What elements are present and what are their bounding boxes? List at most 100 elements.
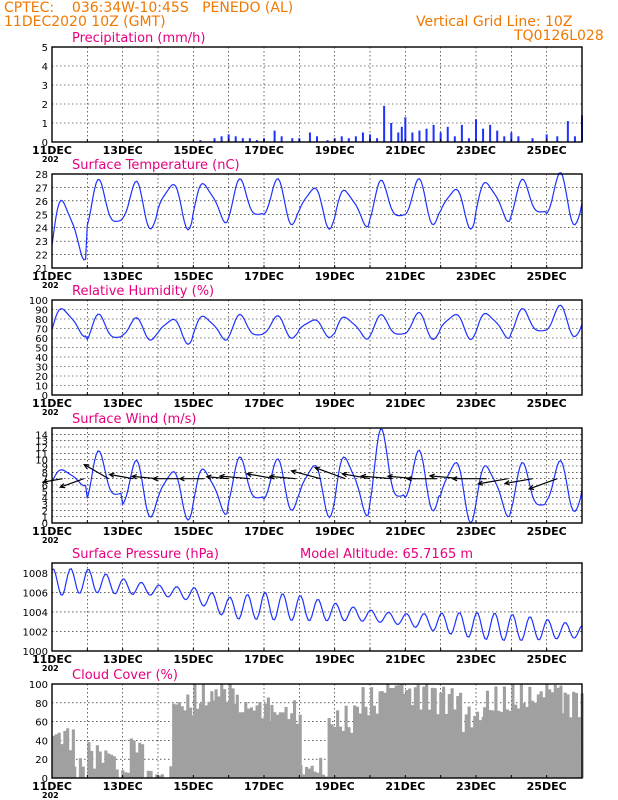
- panel-6: [51, 683, 584, 779]
- cloud-bar: [476, 711, 480, 778]
- cloud-bar: [149, 771, 153, 778]
- x-tick-label: 23DEC: [456, 525, 496, 538]
- x-tick-label: 17DEC: [244, 525, 284, 538]
- y-tick-label: 11: [35, 449, 48, 460]
- cloud-bar: [258, 701, 262, 778]
- x-tick-label: 15DEC: [173, 144, 213, 157]
- cloud-bar: [566, 694, 570, 778]
- cloud-bar: [519, 684, 523, 778]
- x-tick-label: 17DEC: [244, 780, 284, 793]
- cloud-bar: [439, 692, 443, 778]
- x-year-label: 202: [42, 536, 59, 545]
- cloud-bar: [464, 714, 468, 778]
- cloud-bar: [394, 685, 398, 778]
- cloud-bar: [505, 709, 509, 778]
- cloud-bar: [321, 774, 326, 778]
- cloud-bar: [488, 710, 492, 778]
- panel-2: [51, 171, 583, 269]
- cloud-bar: [500, 711, 504, 778]
- precip-bar: [220, 136, 223, 142]
- cloud-bar: [459, 692, 463, 778]
- cloud-bar: [247, 708, 251, 778]
- cloud-bar: [313, 771, 317, 778]
- cloud-bar: [497, 710, 501, 778]
- wind-arrow: [219, 475, 250, 480]
- cloud-bar: [383, 692, 387, 778]
- wind-arrow-head: [151, 475, 158, 482]
- y-tick-label: 6: [42, 481, 48, 492]
- x-tick-label: 11DEC: [32, 525, 72, 538]
- cloud-bar: [353, 705, 357, 778]
- cloud-bar: [533, 702, 538, 778]
- wind-arrow-head: [245, 471, 252, 478]
- y-tick-label: 100: [29, 680, 48, 691]
- wind-arrow-head: [130, 474, 138, 480]
- cloud-bar: [207, 701, 211, 778]
- cloud-bar: [109, 754, 114, 778]
- wind-arrow: [528, 478, 558, 490]
- cloud-bar: [174, 704, 179, 778]
- cloud-bar: [115, 769, 119, 778]
- wind-arrow: [504, 478, 533, 485]
- x-tick-label: 21DEC: [385, 144, 425, 157]
- cloud-bar: [292, 700, 297, 778]
- cloud-bar: [416, 684, 420, 778]
- cloud-bar: [235, 694, 239, 778]
- precip-bar: [432, 124, 435, 142]
- cloud-bar: [531, 700, 535, 778]
- cloud-bar: [408, 688, 412, 778]
- wind-arrow: [42, 478, 63, 483]
- cloud-bar: [467, 706, 471, 778]
- cloud-bar: [485, 690, 490, 778]
- cloud-bar: [183, 710, 187, 778]
- cloud-bar: [422, 686, 426, 778]
- x-tick-label: 17DEC: [244, 397, 284, 410]
- precip-bar: [308, 132, 311, 142]
- cloud-bar: [261, 718, 265, 778]
- cloud-bar: [141, 744, 145, 778]
- cloud-bar: [138, 742, 142, 778]
- precip-bar: [234, 136, 237, 142]
- x-tick-label: 11DEC: [32, 653, 72, 666]
- y-tick-label: 50: [35, 344, 48, 355]
- cloud-bar: [525, 706, 529, 778]
- x-tick-label: 19DEC: [315, 780, 355, 793]
- wind-arrow-head: [341, 471, 348, 478]
- x-tick-label: 13DEC: [103, 780, 143, 793]
- x-tick-label: 25DEC: [527, 525, 567, 538]
- cloud-bar: [447, 694, 451, 778]
- cloud-bar: [231, 688, 235, 778]
- precip-bar: [255, 140, 258, 142]
- wind-arrow-head: [405, 475, 412, 482]
- cloud-bar: [569, 717, 573, 778]
- cloud-bar: [73, 766, 77, 778]
- cloud-bar: [310, 765, 314, 778]
- cloud-bar: [548, 689, 552, 778]
- cloud-bar: [550, 692, 555, 778]
- cloud-bar: [347, 727, 351, 778]
- cloud-bar: [350, 732, 354, 778]
- cloud-bar: [470, 727, 474, 778]
- wind-arrow-head: [359, 473, 367, 480]
- x-tick-label: 23DEC: [456, 397, 496, 410]
- cloud-bar: [196, 708, 200, 778]
- cloud-bar: [316, 772, 320, 778]
- cloud-bar: [522, 703, 526, 778]
- x-tick-label: 25DEC: [527, 653, 567, 666]
- wind-arrow-head: [205, 474, 212, 480]
- y-tick-label: 40: [35, 736, 48, 747]
- cloud-bar: [430, 687, 434, 778]
- cloud-bar: [574, 693, 579, 778]
- precip-bar: [248, 138, 251, 142]
- wind-arrow: [83, 464, 109, 480]
- cloud-bar: [98, 751, 102, 778]
- y-tick-label: 70: [35, 325, 48, 336]
- cloud-bar: [341, 730, 345, 778]
- cloud-bar: [491, 710, 495, 778]
- series-line: [51, 568, 583, 642]
- cloud-bar: [252, 710, 256, 778]
- precip-bar: [404, 117, 407, 142]
- wind-arrow-head: [290, 469, 297, 475]
- y-tick-label: 40: [35, 353, 48, 364]
- y-tick-label: 1004: [23, 608, 48, 619]
